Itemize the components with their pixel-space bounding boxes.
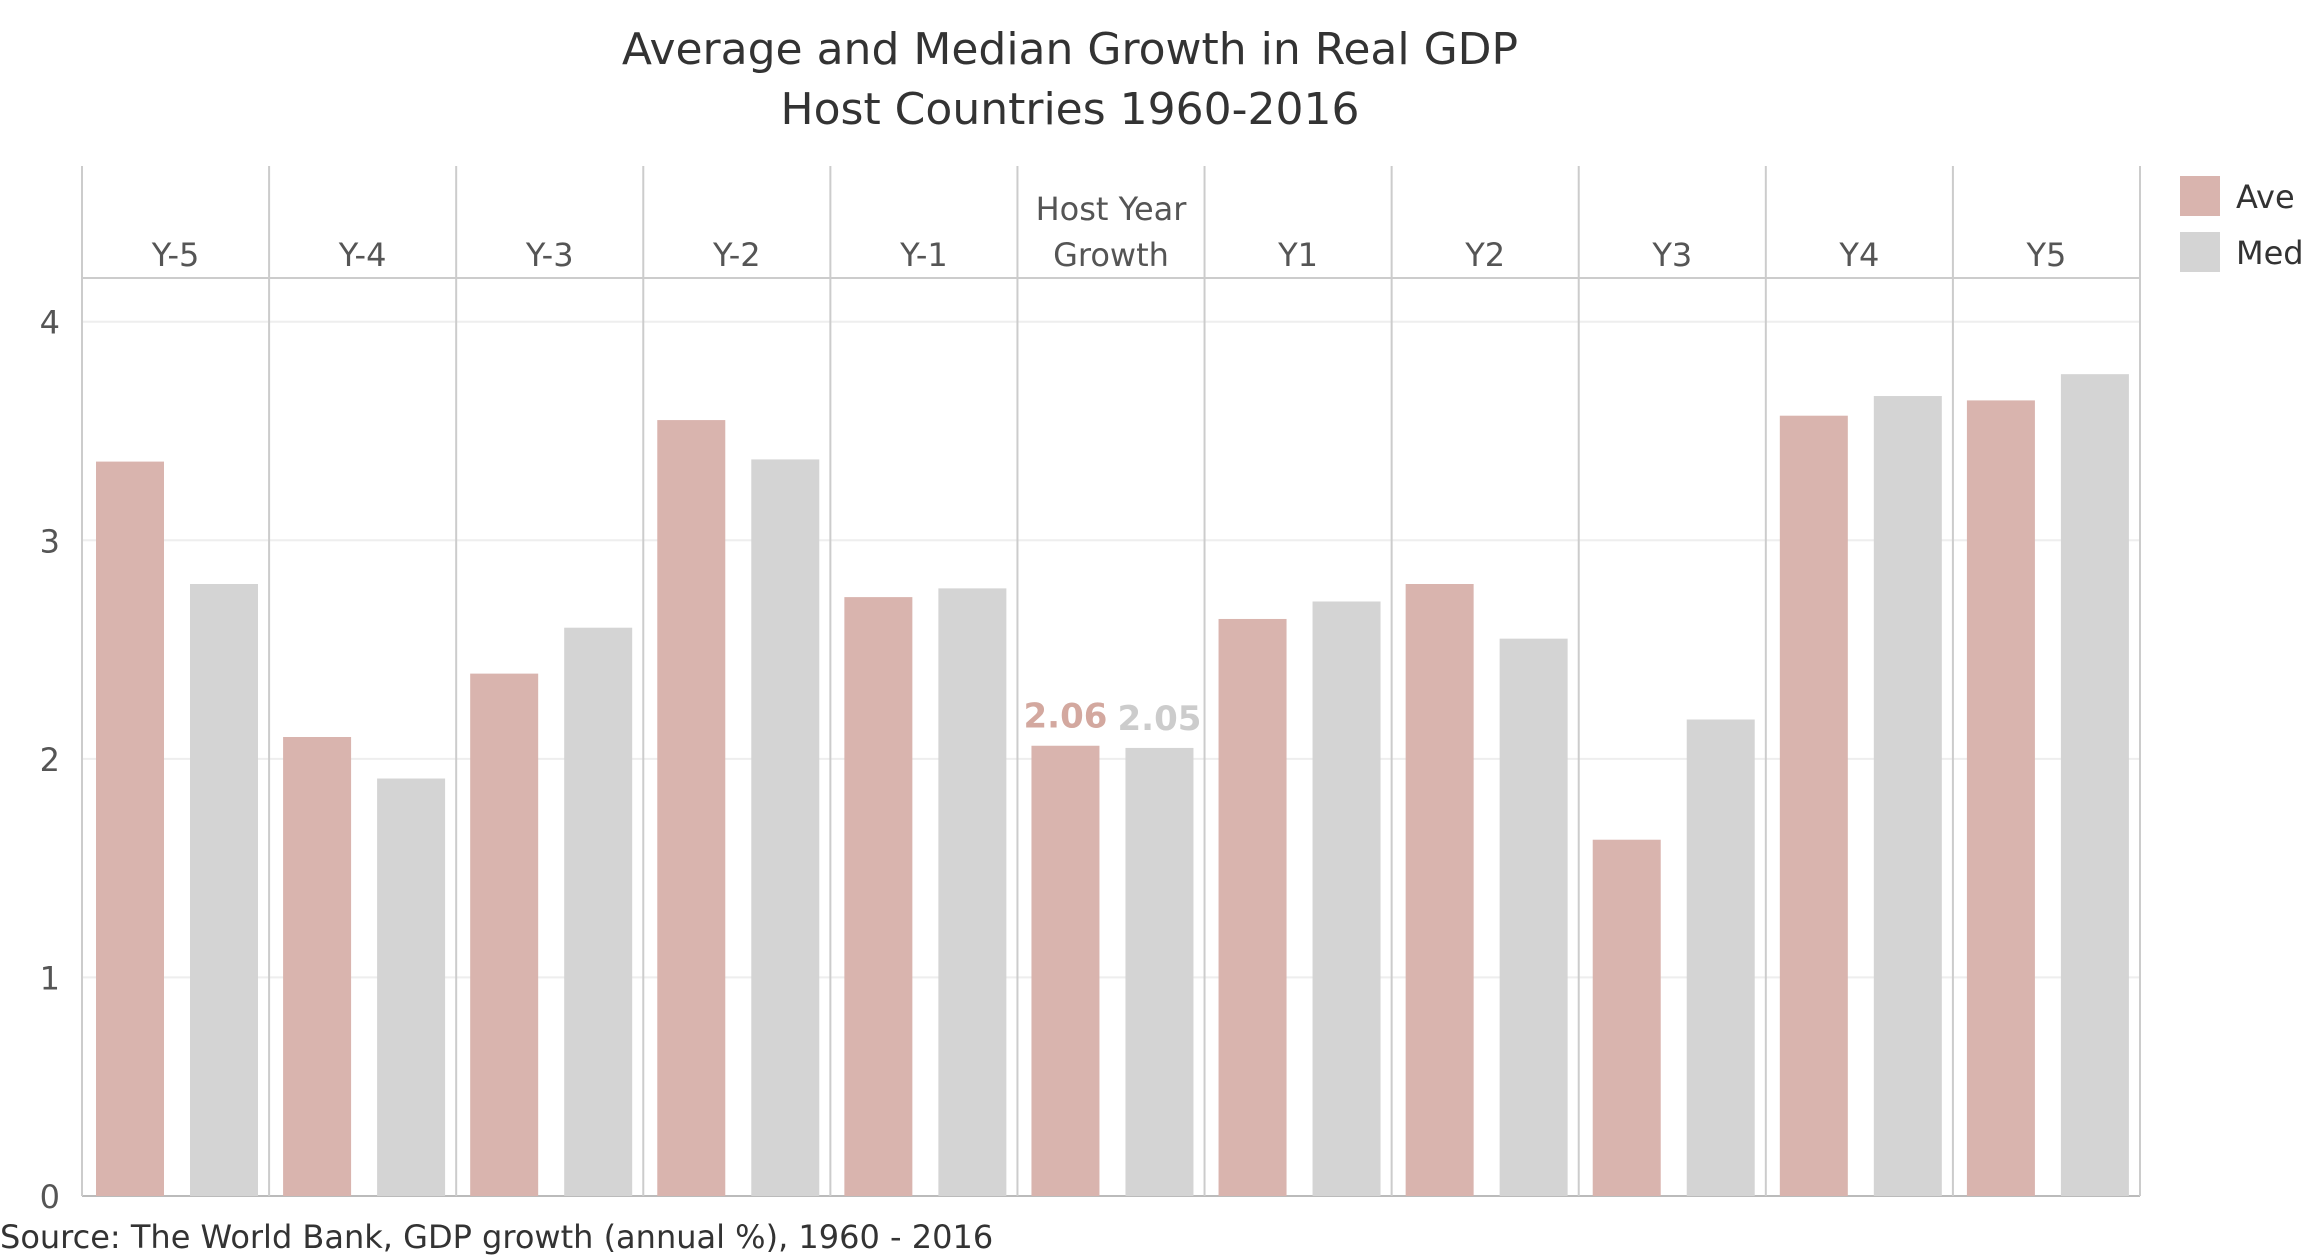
chart-subtitle: Host Countries 1960-2016 [781,84,1360,135]
column-header-label: Y-2 [712,236,761,274]
plot-area: 0 1 2 3 4 Y-5 Y-4 Y-3 Y-2 Y-1 Host Year Growth Y1 Y2 Y… [40,166,2140,1216]
bar-ave-3 [657,420,725,1196]
bar-ave-0 [96,462,164,1196]
bar-med-4 [938,588,1006,1196]
y-tick-label: 0 [40,1178,60,1216]
legend: Ave Med [2180,176,2304,272]
legend-label-med: Med [2236,234,2304,272]
y-tick-label: 1 [40,959,60,997]
y-tick-label: 3 [40,522,60,560]
column-header-label: Y-5 [151,236,200,274]
column-header-label: Y1 [1277,236,1318,274]
bar-med-2 [564,628,632,1196]
bar-ave-10 [1967,400,2035,1196]
column-header-label: Growth [1053,236,1169,274]
column-header-label: Y2 [1464,236,1505,274]
y-tick-label: 2 [40,741,60,779]
data-label-ave: 2.06 [1024,697,1108,737]
column-header-label: Y5 [2026,236,2067,274]
bar-ave-4 [844,597,912,1196]
column-header-label: Y3 [1651,236,1692,274]
bar-med-0 [190,584,258,1196]
y-tick-label: 4 [40,304,60,342]
bar-med-9 [1874,396,1942,1196]
bar-ave-7 [1406,584,1474,1196]
legend-swatch-ave [2180,176,2220,216]
bar-ave-8 [1593,840,1661,1196]
bar-med-5 [1125,748,1193,1196]
column-header-label: Y4 [1838,236,1879,274]
bar-ave-2 [470,674,538,1196]
legend-label-ave: Ave [2236,178,2295,216]
bar-med-3 [751,459,819,1196]
bar-ave-6 [1219,619,1287,1196]
bar-ave-9 [1780,416,1848,1196]
bar-ave-1 [283,737,351,1196]
bar-ave-5 [1031,746,1099,1196]
legend-swatch-med [2180,232,2220,272]
data-label-med: 2.05 [1118,699,1202,739]
column-header-label: Y-3 [525,236,574,274]
column-header-label: Y-1 [899,236,948,274]
bar-med-8 [1687,720,1755,1196]
column-header-label: Host Year [1036,190,1188,228]
bar-med-10 [2061,374,2129,1196]
source-note: Source: The World Bank, GDP growth (annu… [0,1218,993,1256]
bar-med-6 [1313,601,1381,1196]
chart-title: Average and Median Growth in Real GDP [622,24,1518,75]
column-header-label: Y-4 [338,236,387,274]
bar-med-7 [1500,639,1568,1196]
bar-med-1 [377,779,445,1196]
